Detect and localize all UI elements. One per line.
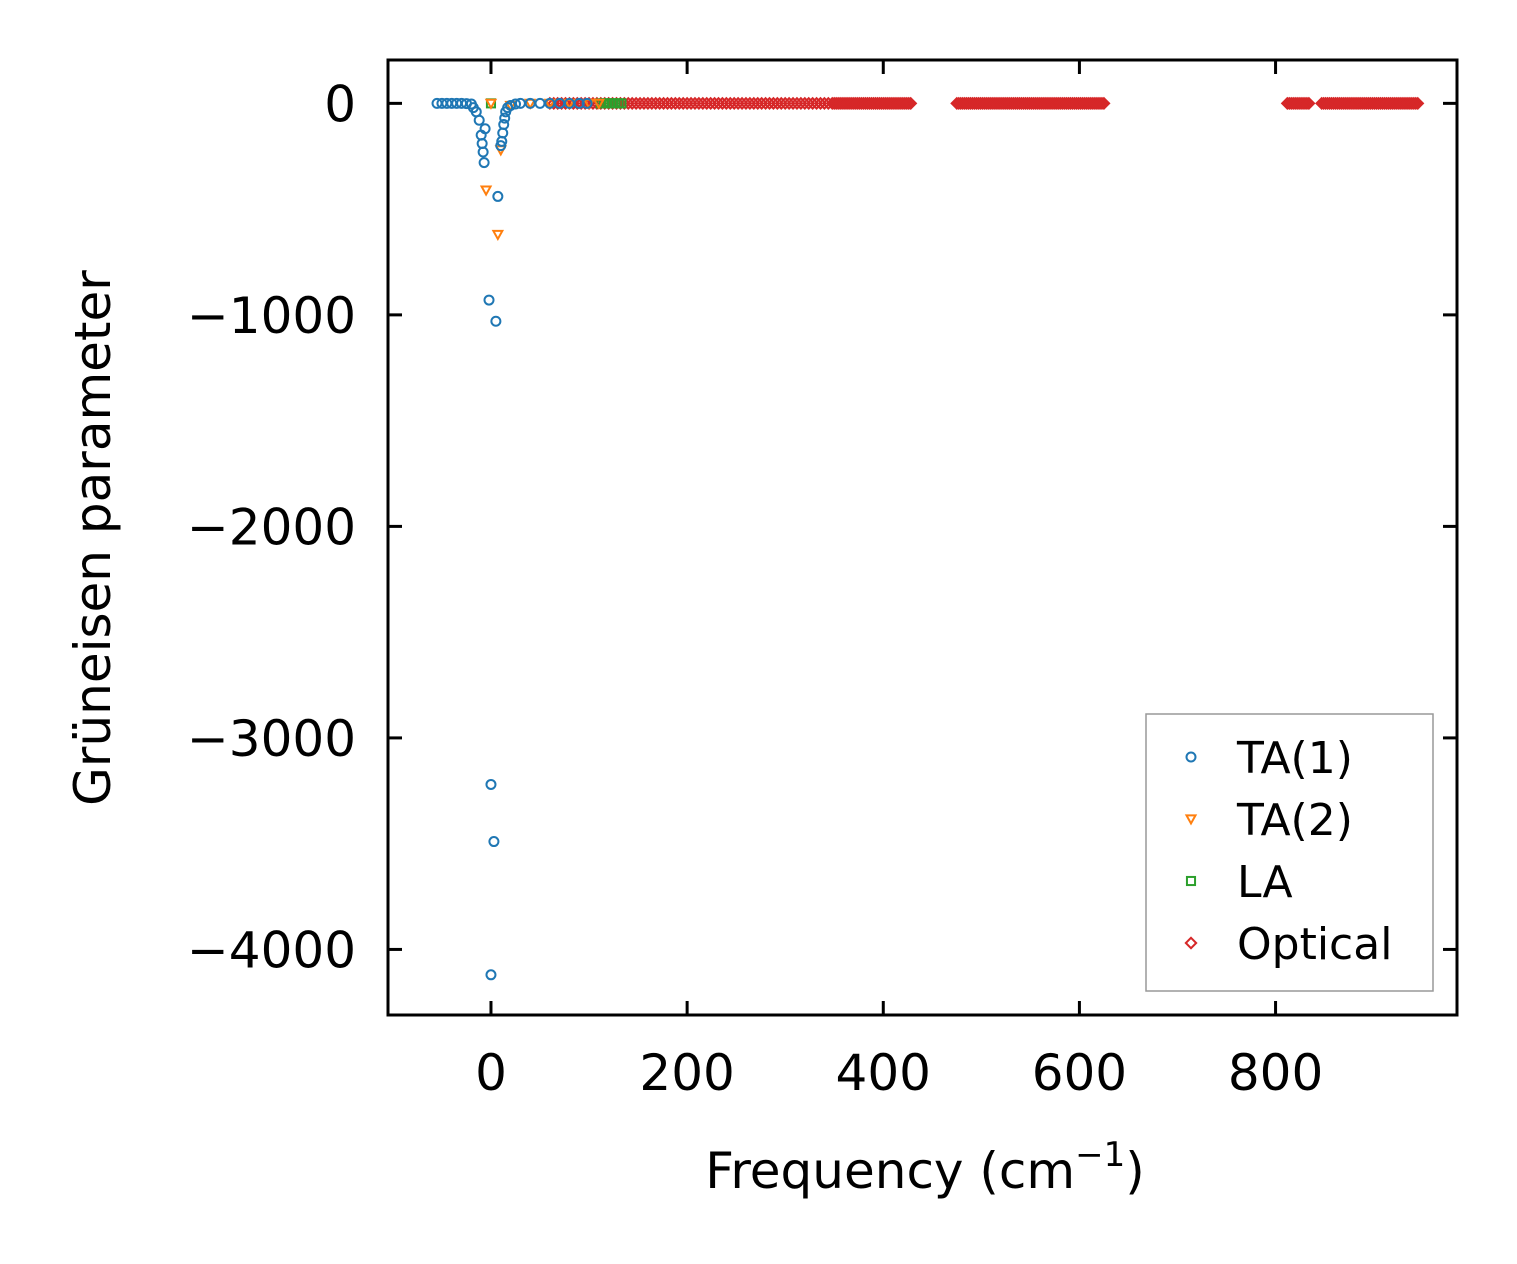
data-point <box>1407 96 1421 110</box>
data-point <box>1093 96 1107 110</box>
data-point <box>1298 96 1312 110</box>
y-tick-label: −1000 <box>187 287 356 345</box>
data-point <box>616 98 627 109</box>
data-point <box>488 836 500 848</box>
legend-marker <box>1185 875 1197 887</box>
x-tick-label: 600 <box>1032 1044 1127 1102</box>
plot-frame <box>386 58 1459 1017</box>
x-tick-label: 0 <box>475 1044 507 1102</box>
data-point <box>534 97 546 109</box>
legend: TA(1) TA(2) LA Optical <box>1145 713 1434 992</box>
data-point <box>902 96 916 110</box>
x-axis-label-main: Frequency (cm <box>705 1142 1075 1200</box>
data-point <box>484 98 498 110</box>
legend-entry: LA <box>1185 857 1293 908</box>
legend-marker <box>1184 936 1198 950</box>
data-point <box>1300 96 1314 110</box>
legend-marker <box>1184 814 1198 826</box>
data-point <box>483 294 495 306</box>
data-point <box>495 140 507 152</box>
data-points <box>431 96 1425 981</box>
data-point <box>477 146 489 158</box>
legend-label: Optical <box>1237 919 1392 970</box>
legend-entry: Optical <box>1184 919 1392 970</box>
x-axis-label-suffix: ) <box>1125 1142 1145 1200</box>
series-optical <box>543 96 1425 110</box>
data-point <box>1095 96 1109 110</box>
data-point <box>1411 96 1425 110</box>
x-tick-label: 200 <box>639 1044 734 1102</box>
x-tick-label: 800 <box>1228 1044 1323 1102</box>
y-tick-label: 0 <box>324 75 356 133</box>
data-point <box>1097 96 1111 110</box>
data-point <box>479 185 493 197</box>
data-point <box>900 96 914 110</box>
y-tick-label: −3000 <box>187 710 356 768</box>
data-point <box>573 97 585 109</box>
legend-label: LA <box>1237 857 1293 908</box>
data-point <box>485 778 497 790</box>
axis-ticks: 0 200 400 600 800 0 −1000 −2000 −3000 −4000 <box>187 60 1457 1102</box>
legend-entry: TA(1) <box>1185 733 1353 784</box>
legend-label: TA(2) <box>1236 795 1353 846</box>
y-axis-label: Grüneisen parameter <box>64 270 122 806</box>
data-point <box>485 969 497 981</box>
series-ta-1 <box>431 97 593 981</box>
data-point <box>473 114 485 126</box>
data-point <box>1302 96 1316 110</box>
data-point <box>479 123 491 135</box>
data-point <box>478 157 490 169</box>
data-point <box>1409 96 1423 110</box>
legend-entries: TA(1) TA(2) LA Optical <box>1184 733 1392 970</box>
x-axis-label: Frequency (cm−1) <box>705 1135 1145 1200</box>
data-point <box>499 112 511 124</box>
legend-entry: TA(2) <box>1184 795 1353 846</box>
data-point <box>904 96 918 110</box>
y-tick-label: −2000 <box>187 498 356 556</box>
data-point <box>592 98 606 110</box>
data-point <box>492 190 504 202</box>
data-point <box>491 229 505 242</box>
data-point <box>505 99 517 111</box>
data-point <box>509 98 521 110</box>
data-point <box>490 315 502 327</box>
data-point <box>498 119 510 131</box>
x-tick-label: 400 <box>836 1044 931 1102</box>
y-tick-label: −4000 <box>187 921 356 979</box>
legend-label: TA(1) <box>1236 733 1353 784</box>
x-axis-label-superscript: −1 <box>1075 1135 1125 1175</box>
legend-marker <box>1185 751 1197 763</box>
data-point <box>581 97 593 109</box>
